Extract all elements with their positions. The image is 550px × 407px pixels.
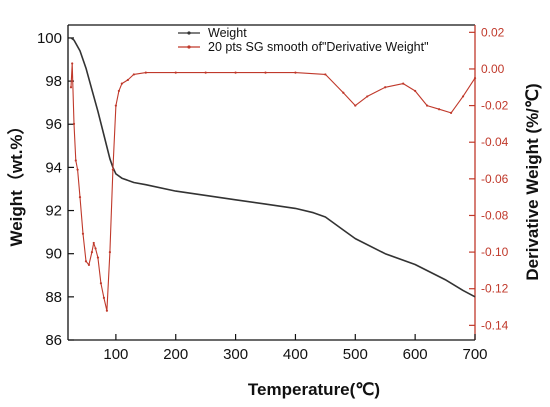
right-y-tick-label: 0.02 — [481, 25, 505, 39]
derivative-point — [384, 86, 387, 89]
derivative-point — [414, 89, 417, 93]
left-y-tick-label: 86 — [45, 332, 62, 349]
x-tick-label: 600 — [403, 346, 428, 363]
x-tick-label: 100 — [103, 346, 128, 363]
derivative-point — [94, 247, 97, 250]
derivative-point — [294, 71, 297, 74]
left-y-tick-label: 98 — [45, 73, 62, 90]
right-y-tick-label: -0.08 — [481, 208, 509, 222]
right-y-axis-ticks: 0.02 0.00 -0.02 -0.04 -0.06 -0.08 -0.10 -0.12 -0… — [469, 25, 509, 332]
derivative-point — [111, 168, 114, 171]
x-axis-label: Temperature(℃) — [248, 380, 380, 399]
derivative-point — [96, 256, 100, 259]
derivative-point — [71, 62, 74, 65]
left-y-axis-ticks: 86 88 90 92 94 96 98 100 — [37, 30, 74, 349]
left-y-tick-label: 94 — [45, 159, 62, 176]
derivative-point — [84, 260, 88, 263]
legend-marker — [187, 45, 191, 49]
derivative-point — [126, 78, 129, 82]
derivative-point — [81, 232, 85, 235]
derivative-point — [204, 71, 207, 74]
derivative-point — [174, 71, 177, 74]
left-y-tick-label: 92 — [45, 203, 62, 220]
right-y-tick-label: -0.02 — [481, 99, 509, 113]
x-tick-label: 500 — [343, 346, 368, 363]
left-y-axis-label: Weight（wt.%） — [6, 117, 26, 246]
series-layer — [69, 37, 477, 312]
left-y-tick-label: 96 — [45, 116, 62, 133]
derivative-point — [105, 309, 109, 312]
derivative-point — [87, 263, 91, 267]
derivative-point — [74, 159, 77, 162]
right-y-tick-label: -0.04 — [481, 135, 509, 149]
right-y-tick-label: -0.12 — [481, 282, 509, 296]
right-y-axis-label: Derivative Weight (%/℃) — [523, 83, 542, 280]
legend-label: 20 pts SG smooth of"Derivative Weight" — [208, 40, 429, 54]
derivative-series-line — [70, 62, 476, 312]
legend-label: Weight — [208, 26, 247, 40]
left-y-tick-label: 88 — [45, 289, 62, 306]
derivative-point — [92, 241, 95, 245]
derivative-point — [144, 71, 147, 74]
derivative-point — [354, 104, 357, 107]
legend-marker — [187, 31, 191, 35]
x-tick-label: 300 — [223, 346, 248, 363]
derivative-point — [264, 71, 267, 74]
derivative-point — [324, 73, 327, 76]
derivative-point — [76, 168, 79, 171]
derivative-point — [234, 71, 237, 74]
derivative-point — [90, 250, 94, 254]
left-y-tick-label: 100 — [37, 30, 62, 47]
derivative-point — [102, 296, 106, 299]
derivative-point — [473, 77, 477, 80]
right-y-tick-label: -0.06 — [481, 172, 509, 186]
right-y-tick-label: -0.14 — [481, 318, 509, 332]
derivative-point — [366, 95, 369, 98]
left-y-tick-label: 90 — [45, 246, 62, 263]
derivative-point — [108, 250, 111, 254]
derivative-point — [426, 104, 429, 107]
derivative-point — [120, 82, 123, 85]
x-tick-label: 700 — [462, 346, 487, 363]
derivative-point — [78, 196, 82, 199]
weight-series-line — [70, 37, 476, 298]
derivative-point — [461, 95, 465, 98]
derivative-point — [402, 82, 405, 85]
derivative-point — [449, 111, 453, 115]
right-y-tick-label: 0.00 — [481, 62, 505, 76]
derivative-point — [117, 89, 120, 93]
derivative-point — [69, 86, 73, 89]
derivative-point — [437, 108, 441, 111]
x-tick-label: 200 — [163, 346, 188, 363]
derivative-point — [342, 91, 345, 94]
derivative-point — [99, 282, 103, 285]
x-axis-ticks: 100 200 300 400 500 600 700 — [103, 334, 488, 363]
derivative-point — [72, 122, 76, 125]
derivative-point — [132, 73, 135, 76]
x-tick-label: 400 — [283, 346, 308, 363]
derivative-point — [114, 104, 117, 107]
right-y-tick-label: -0.10 — [481, 245, 509, 259]
